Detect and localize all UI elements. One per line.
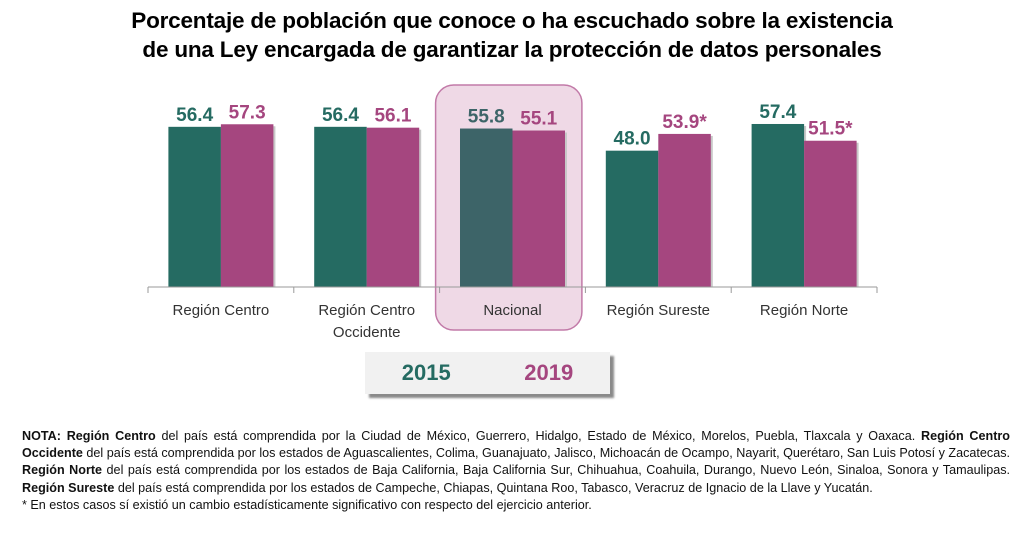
data-label-2019-0: 57.3 <box>229 102 266 123</box>
chart-title-line-2: de una Ley encargada de garantizar la pr… <box>142 37 882 62</box>
legend: 2015 2019 <box>365 352 610 394</box>
note-text: del país está comprendida por los estado… <box>102 463 1010 478</box>
data-label-2015-2: 55.8 <box>468 107 505 128</box>
note-text: * En estos casos sí existió un cambio es… <box>22 497 592 512</box>
bar-2015-2 <box>460 128 513 287</box>
legend-item-2015: 2015 <box>401 360 451 385</box>
bar-2019-2 <box>512 130 565 287</box>
note-text: del país está comprendida por la Ciudad … <box>155 429 921 443</box>
data-label-2015-4: 57.4 <box>759 102 796 123</box>
footnote: NOTA: Región Centro del país está compre… <box>22 428 1010 514</box>
bar-2015-3 <box>605 150 659 287</box>
category-label-4: Región Norte <box>760 302 848 319</box>
note-bold-text: Región Centro Occidente <box>22 429 1010 461</box>
data-label-2015-1: 56.4 <box>322 105 359 126</box>
data-label-2019-3: 53.9* <box>662 112 707 133</box>
note-bold-text: Región Norte <box>22 463 103 478</box>
data-label-2019-1: 56.1 <box>374 106 411 127</box>
note-bold-text: NOTA: <box>22 429 67 443</box>
chart-title: Porcentaje de población que conoce o ha … <box>0 6 1024 64</box>
category-label-2: Nacional <box>483 302 541 319</box>
note-bold-text: Región Sureste <box>22 480 115 495</box>
bar-2015-0 <box>168 126 221 287</box>
bar-2015-1 <box>314 126 367 287</box>
legend-item-2019: 2019 <box>524 360 574 385</box>
bar-2015-4 <box>751 123 805 287</box>
bar-chart: 56.4 57.3 Región Centro 56.4 56.1 Región Cent… <box>147 84 878 341</box>
data-label-2019-2: 55.1 <box>520 109 557 130</box>
category-label-0: Región Centro <box>173 302 270 319</box>
category-label-1: Región Centro <box>318 302 415 319</box>
data-label-2015-3: 48.0 <box>614 129 651 150</box>
bar-2019-4 <box>804 140 857 287</box>
note-bold-text: Región Centro <box>66 429 156 443</box>
note-paragraph: NOTA: Región Centro del país está compre… <box>22 428 1010 497</box>
category-label-1-line-2: Occidente <box>333 324 401 341</box>
bar-2019-3 <box>658 133 711 287</box>
bar-2019-0 <box>220 124 274 287</box>
note-text: del país está comprendida por los estado… <box>82 446 1010 461</box>
category-label-3: Región Sureste <box>607 302 710 319</box>
data-label-2015-0: 56.4 <box>176 105 213 126</box>
data-label-2019-4: 51.5* <box>808 119 853 140</box>
significance-note: * En estos casos sí existió un cambio es… <box>22 497 1010 514</box>
chart-title-line-1: Porcentaje de población que conoce o ha … <box>131 8 893 33</box>
note-text: del país está comprendida por los estado… <box>114 480 873 495</box>
bar-2019-1 <box>366 127 420 288</box>
